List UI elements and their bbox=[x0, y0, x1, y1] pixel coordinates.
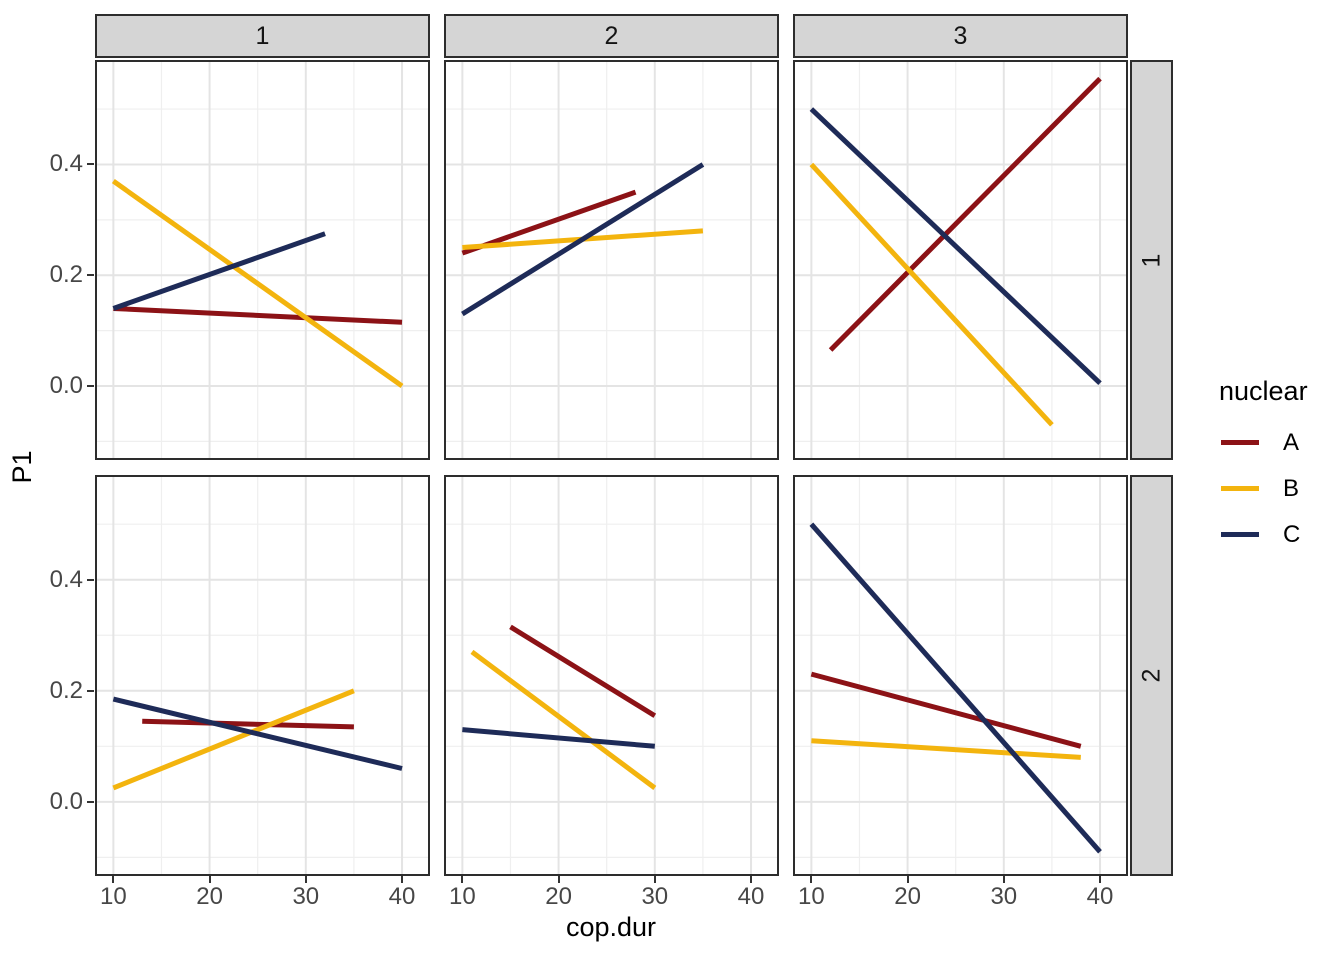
x-tick-label: 20 bbox=[545, 883, 572, 910]
x-tick-mark bbox=[208, 876, 211, 883]
y-tick-mark bbox=[87, 689, 94, 692]
facet-panel bbox=[95, 60, 430, 460]
x-tick-mark bbox=[653, 876, 656, 883]
facet-panel bbox=[444, 475, 779, 876]
panel-canvas bbox=[446, 477, 777, 874]
y-tick-label: 0.2 bbox=[49, 261, 83, 289]
y-tick-mark bbox=[87, 800, 94, 803]
column-strip-label: 1 bbox=[255, 21, 270, 50]
data-line-B bbox=[111, 179, 404, 389]
x-tick-label: 30 bbox=[641, 883, 669, 910]
column-strip: 1 bbox=[95, 14, 430, 58]
data-line-A bbox=[461, 189, 637, 256]
row-strip: 2 bbox=[1130, 475, 1173, 876]
facet-panel bbox=[95, 475, 430, 876]
data-line-C bbox=[809, 107, 1102, 386]
facet-panel bbox=[793, 475, 1128, 876]
column-strip-label: 2 bbox=[604, 21, 619, 50]
legend-entry-label: C bbox=[1283, 521, 1301, 548]
facet-panel bbox=[444, 60, 779, 460]
data-line-A bbox=[810, 671, 1082, 749]
data-line-C bbox=[461, 162, 705, 317]
x-tick-mark bbox=[304, 876, 307, 883]
column-strip: 3 bbox=[793, 14, 1128, 58]
legend-key-C bbox=[1221, 532, 1259, 537]
x-tick-mark bbox=[810, 876, 813, 883]
y-tick-mark bbox=[87, 578, 94, 581]
panel-canvas bbox=[795, 62, 1126, 458]
y-tick-mark bbox=[87, 274, 94, 277]
x-tick-label: 20 bbox=[196, 883, 223, 910]
x-tick-mark bbox=[461, 876, 464, 883]
legend-title: nuclear bbox=[1219, 376, 1308, 406]
facet-panel bbox=[793, 60, 1128, 460]
y-tick-label: 0.0 bbox=[49, 787, 83, 815]
panel-canvas bbox=[97, 477, 428, 874]
panel-canvas bbox=[97, 62, 428, 458]
row-strip-label: 1 bbox=[1137, 253, 1165, 267]
data-line-B bbox=[809, 162, 1054, 427]
x-tick-label: 20 bbox=[894, 883, 921, 910]
data-line-A bbox=[509, 624, 657, 718]
data-line-B bbox=[112, 688, 355, 791]
y-tick-label: 0.4 bbox=[49, 565, 83, 593]
x-tick-mark bbox=[557, 876, 560, 883]
data-line-A bbox=[828, 76, 1102, 352]
x-tick-mark bbox=[112, 876, 115, 883]
data-line-C bbox=[112, 696, 403, 771]
data-line-B bbox=[811, 738, 1081, 760]
data-line-C bbox=[462, 727, 656, 749]
x-tick-mark bbox=[401, 876, 404, 883]
x-tick-mark bbox=[1002, 876, 1005, 883]
column-strip-label: 3 bbox=[953, 21, 968, 50]
x-tick-label: 40 bbox=[388, 883, 416, 910]
row-strip-label: 2 bbox=[1137, 668, 1165, 683]
x-tick-label: 30 bbox=[292, 883, 320, 910]
y-axis-title: P1 bbox=[6, 450, 37, 484]
y-tick-mark bbox=[87, 385, 94, 387]
data-line-C bbox=[112, 231, 326, 311]
row-strip: 1 bbox=[1130, 60, 1173, 460]
x-tick-mark bbox=[750, 876, 753, 883]
legend-key-A bbox=[1221, 440, 1259, 445]
y-tick-mark bbox=[87, 163, 94, 166]
legend-entry: C bbox=[1205, 522, 1344, 548]
panel-canvas bbox=[795, 477, 1126, 874]
y-tick-label: 0.0 bbox=[49, 372, 83, 399]
x-tick-label: 10 bbox=[99, 883, 127, 910]
legend-key-B bbox=[1221, 486, 1259, 491]
x-tick-label: 10 bbox=[448, 883, 476, 910]
data-line-C bbox=[809, 522, 1102, 854]
x-tick-mark bbox=[1099, 876, 1102, 883]
x-tick-label: 40 bbox=[737, 883, 765, 910]
column-strip: 2 bbox=[444, 14, 779, 58]
data-line-B bbox=[470, 649, 657, 790]
x-tick-mark bbox=[906, 876, 909, 883]
y-tick-label: 0.4 bbox=[49, 150, 83, 178]
panel-canvas bbox=[446, 62, 777, 458]
legend-entry-label: B bbox=[1283, 475, 1300, 502]
legend-entry: A bbox=[1205, 430, 1344, 456]
x-axis-title: cop.dur bbox=[565, 912, 657, 942]
x-tick-label: 40 bbox=[1086, 883, 1114, 910]
y-tick-label: 0.2 bbox=[49, 676, 83, 704]
x-tick-label: 10 bbox=[797, 883, 825, 910]
data-line-A bbox=[142, 718, 354, 730]
legend-entry-label: A bbox=[1283, 429, 1300, 456]
data-line-A bbox=[113, 305, 403, 325]
legend-entry: B bbox=[1205, 476, 1344, 502]
x-tick-label: 30 bbox=[990, 883, 1018, 910]
